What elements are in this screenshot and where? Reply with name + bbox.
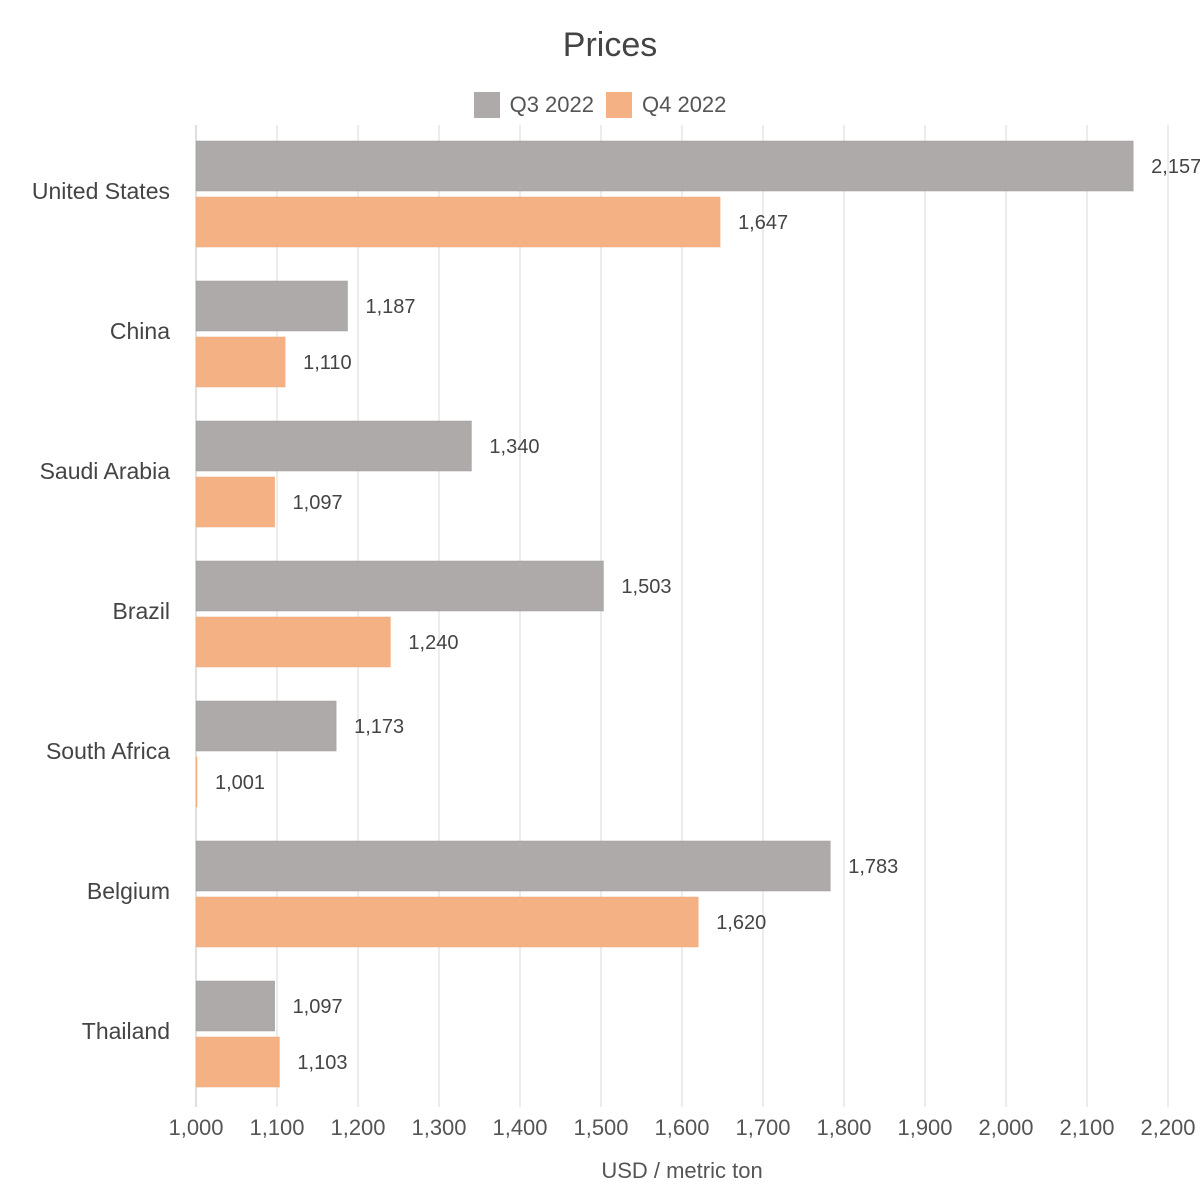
category-label-4: South Africa [46,738,170,764]
data-label-1-6: 1,103 [297,1052,347,1074]
category-label-1: China [110,318,170,344]
x-tick-label-11: 2,100 [1059,1115,1114,1140]
x-tick-label-8: 1,800 [816,1115,871,1140]
data-label-0-0: 2,157 [1151,156,1200,178]
category-label-3: Brazil [112,598,170,624]
legend-label-q3: Q3 2022 [509,92,594,117]
bar-0-4 [195,700,337,752]
x-tick-label-9: 1,900 [897,1115,952,1140]
data-label-0-4: 1,173 [354,716,404,738]
x-tick-label-10: 2,000 [978,1115,1033,1140]
bar-0-5 [195,840,831,892]
category-label-5: Belgium [87,878,170,904]
bar-0-1 [195,280,348,332]
bar-1-4 [195,756,198,808]
x-axis-label: USD / metric ton [601,1158,763,1183]
data-label-0-1: 1,187 [365,296,415,318]
category-label-2: Saudi Arabia [40,458,171,484]
x-tick-label-4: 1,400 [492,1115,547,1140]
legend-item-q4[interactable]: Q4 2022 [606,92,726,118]
legend: Q3 2022 Q4 2022 [0,92,1200,118]
bar-1-0 [195,196,721,248]
data-label-1-0: 1,647 [738,212,788,234]
data-label-0-6: 1,097 [293,996,343,1018]
legend-swatch-q3 [473,92,500,118]
data-label-0-5: 1,783 [848,856,898,878]
category-label-6: Thailand [82,1018,170,1044]
bar-1-6 [195,1036,280,1088]
x-tick-label-0: 1,000 [168,1115,223,1140]
x-tick-label-7: 1,700 [735,1115,790,1140]
x-tick-label-3: 1,300 [411,1115,466,1140]
chart-title: Prices [562,26,658,64]
bar-0-6 [195,980,275,1032]
bar-0-0 [195,140,1134,192]
bar-0-3 [195,560,604,612]
bar-1-3 [195,616,391,668]
data-label-1-4: 1,001 [215,772,265,794]
bar-1-1 [195,336,286,388]
x-tick-label-2: 1,200 [330,1115,385,1140]
x-tick-label-12: 2,200 [1140,1115,1195,1140]
data-label-0-3: 1,503 [621,576,671,598]
data-label-1-5: 1,620 [716,912,766,934]
category-label-0: United States [32,178,170,204]
x-tick-label-6: 1,600 [654,1115,709,1140]
x-tick-label-5: 1,500 [573,1115,628,1140]
legend-item-q3[interactable]: Q3 2022 [473,92,594,118]
bar-1-5 [195,896,699,948]
data-label-1-2: 1,097 [293,492,343,514]
x-tick-label-1: 1,100 [249,1115,304,1140]
legend-swatch-q4 [606,92,632,118]
data-label-0-2: 1,340 [489,436,539,458]
data-label-1-3: 1,240 [408,632,458,654]
bar-1-2 [195,476,275,528]
bar-0-2 [195,420,472,472]
legend-label-q4: Q4 2022 [642,92,727,117]
data-label-1-1: 1,110 [303,352,352,374]
